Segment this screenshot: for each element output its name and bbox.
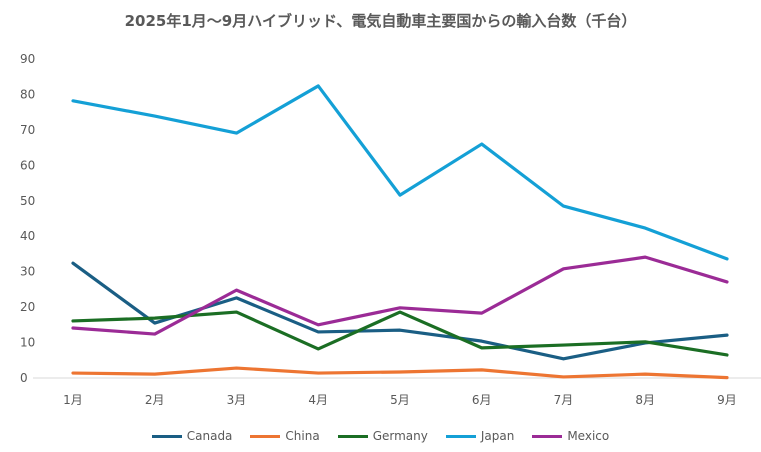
y-tick-label: 50 (20, 194, 35, 208)
legend-item-china: China (250, 429, 320, 443)
series-line-china (71, 366, 729, 380)
x-tick-label: 5月 (390, 393, 410, 407)
legend-label: Mexico (567, 429, 610, 443)
legend-label: Japan (480, 429, 515, 443)
x-tick-label: 4月 (308, 393, 328, 407)
y-tick-label: 90 (20, 52, 35, 66)
y-tick-label: 0 (20, 371, 28, 385)
legend-swatch (250, 434, 281, 438)
legend-item-mexico: Mexico (532, 429, 609, 443)
x-tick-label: 8月 (635, 393, 655, 407)
series-line-mexico (71, 255, 729, 336)
legend-swatch (532, 434, 563, 438)
y-tick-label: 30 (20, 265, 35, 279)
legend-label: Germany (372, 429, 428, 443)
legend-swatch (445, 434, 476, 438)
x-tick-label: 7月 (554, 393, 574, 407)
legend-item-canada: Canada (151, 429, 233, 443)
x-tick-label: 2月 (145, 393, 165, 407)
legend-swatch (337, 434, 368, 438)
chart-title: 2025年1月～9月ハイブリッド、電気自動車主要国からの輸入台数（千台） (124, 12, 637, 30)
legend-item-japan: Japan (445, 429, 515, 443)
legend: Canada China Germany Japan Mexico (0, 429, 761, 443)
y-tick-label: 20 (20, 300, 35, 314)
y-tick-label: 10 (20, 336, 35, 350)
y-tick-label: 60 (20, 158, 35, 172)
series-line-japan (71, 84, 729, 261)
legend-item-germany: Germany (337, 429, 428, 443)
legend-swatch (151, 434, 182, 438)
y-tick-label: 80 (20, 87, 35, 101)
x-tick-label: 6月 (472, 393, 492, 407)
legend-label: China (285, 429, 320, 443)
y-tick-label: 40 (20, 229, 35, 243)
x-tick-label: 9月 (717, 393, 737, 407)
y-tick-label: 70 (20, 123, 35, 137)
legend-label: Canada (186, 429, 233, 443)
x-tick-label: 3月 (227, 393, 247, 407)
x-tick-label: 1月 (63, 393, 83, 407)
